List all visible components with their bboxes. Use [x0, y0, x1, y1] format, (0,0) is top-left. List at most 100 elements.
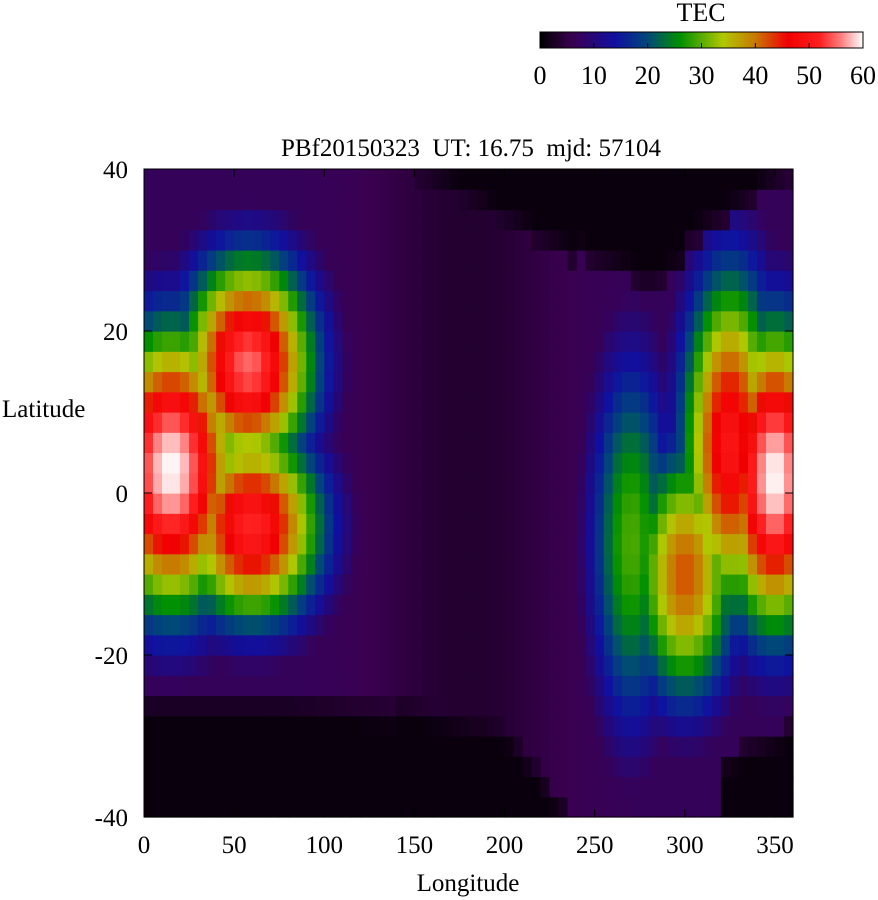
heatmap-cell — [297, 655, 307, 676]
heatmap-cell — [342, 574, 352, 595]
heatmap-cell — [756, 169, 767, 190]
heatmap-cell — [171, 655, 181, 676]
heatmap-cell — [693, 310, 704, 332]
heatmap-cell — [675, 270, 686, 292]
heatmap-cell — [540, 391, 551, 413]
heatmap-cell — [630, 553, 641, 575]
heatmap-cell — [603, 432, 614, 454]
heatmap-cell — [243, 796, 253, 818]
heatmap-cell — [477, 290, 488, 312]
heatmap-cell — [567, 634, 578, 656]
heatmap-cell — [621, 715, 632, 737]
heatmap-cell — [441, 655, 452, 676]
heatmap-cell — [243, 351, 253, 373]
heatmap-cell — [144, 331, 154, 352]
heatmap-cell — [477, 675, 488, 697]
heatmap-cell — [621, 351, 632, 373]
heatmap-cell — [180, 513, 190, 535]
heatmap-cell — [711, 756, 722, 778]
heatmap-cell — [756, 391, 767, 413]
heatmap-cell — [351, 796, 361, 818]
heatmap-cell — [243, 776, 253, 798]
heatmap-cell — [747, 513, 758, 535]
heatmap-cell — [324, 493, 334, 514]
heatmap-cell — [414, 695, 425, 717]
heatmap-cell — [252, 655, 262, 676]
heatmap-cell — [405, 756, 416, 778]
heatmap-cell — [144, 493, 154, 514]
heatmap-cell — [396, 351, 406, 373]
heatmap-cell — [621, 574, 632, 595]
heatmap-cell — [378, 614, 388, 636]
heatmap-cell — [603, 695, 614, 717]
heatmap-cell — [630, 513, 641, 535]
heatmap-cell — [621, 412, 632, 433]
heatmap-cell — [774, 169, 785, 190]
heatmap-cell — [459, 412, 470, 433]
heatmap-cell — [594, 533, 605, 555]
heatmap-cell — [774, 533, 785, 555]
heatmap-cell — [738, 412, 749, 433]
heatmap-cell — [270, 229, 280, 251]
heatmap-cell — [441, 634, 452, 656]
heatmap-cell — [459, 472, 470, 494]
heatmap-cell — [288, 452, 298, 474]
heatmap-cell — [351, 513, 361, 535]
heatmap-cell — [171, 270, 181, 292]
heatmap-cell — [657, 472, 668, 494]
heatmap-cell — [342, 796, 352, 818]
heatmap-cell — [522, 574, 533, 595]
heatmap-cell — [207, 675, 217, 697]
heatmap-cell — [279, 371, 289, 393]
heatmap-cell — [666, 736, 677, 757]
heatmap-cell — [225, 412, 235, 433]
heatmap-cell — [540, 452, 551, 474]
heatmap-cell — [648, 290, 659, 312]
heatmap-cell — [171, 169, 181, 190]
heatmap-cell — [576, 391, 587, 413]
heatmap-cell — [594, 655, 605, 676]
heatmap-cell — [729, 493, 740, 514]
heatmap-cell — [657, 655, 668, 676]
heatmap-cell — [351, 391, 361, 413]
heatmap-cell — [702, 493, 713, 514]
heatmap-cell — [369, 553, 379, 575]
heatmap-cell — [441, 310, 452, 332]
heatmap-cell — [477, 553, 488, 575]
heatmap-cell — [450, 472, 461, 494]
heatmap-cell — [765, 412, 776, 433]
heatmap-cell — [306, 675, 316, 697]
heatmap-cell — [360, 614, 370, 636]
heatmap-cell — [414, 796, 425, 818]
heatmap-cell — [522, 594, 533, 616]
heatmap-cell — [504, 553, 515, 575]
heatmap-cell — [207, 634, 217, 656]
heatmap-cell — [342, 391, 352, 413]
heatmap-cell — [369, 695, 379, 717]
heatmap-cell — [711, 432, 722, 454]
heatmap-cell — [756, 351, 767, 373]
heatmap-cell — [720, 776, 731, 798]
heatmap-cell — [648, 472, 659, 494]
heatmap-cell — [603, 715, 614, 737]
heatmap-cell — [765, 796, 776, 818]
heatmap-cell — [198, 695, 208, 717]
heatmap-cell — [414, 675, 425, 697]
heatmap-cell — [324, 391, 334, 413]
heatmap-cell — [774, 736, 785, 757]
heatmap-cell — [495, 189, 506, 211]
heatmap-cell — [369, 452, 379, 474]
heatmap-cell — [207, 169, 217, 190]
heatmap-cell — [432, 189, 443, 211]
heatmap-cell — [279, 695, 289, 717]
heatmap-cell — [342, 776, 352, 798]
heatmap-cell — [360, 715, 370, 737]
heatmap-cell — [351, 169, 361, 190]
heatmap-cell — [666, 655, 677, 676]
heatmap-cell — [513, 715, 524, 737]
heatmap-cell — [738, 533, 749, 555]
heatmap-cell — [495, 796, 506, 818]
heatmap-cell — [387, 432, 397, 454]
heatmap-cell — [450, 391, 461, 413]
